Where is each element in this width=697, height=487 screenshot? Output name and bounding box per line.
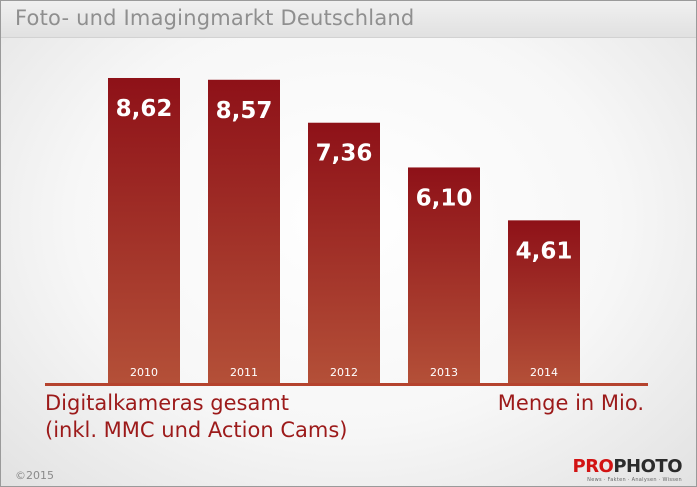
- logo-photo: PHOTO: [613, 456, 682, 477]
- bar-value-label: 8,57: [216, 98, 273, 124]
- bar-category-label: 2010: [130, 366, 158, 379]
- header-bar: Foto- und Imagingmarkt Deutschland: [1, 1, 696, 38]
- logo-tagline: News · Fakten · Analysen · Wissen: [587, 477, 682, 483]
- bar-value-label: 8,62: [116, 96, 173, 122]
- bar-category-label: 2011: [230, 366, 258, 379]
- bar-value-label: 4,61: [516, 238, 573, 264]
- bar-category-label: 2012: [330, 366, 358, 379]
- logo-pro: PRO: [572, 456, 614, 477]
- chart-baseline: [45, 383, 648, 386]
- bar-2014: [508, 220, 580, 384]
- unit-label: Menge in Mio.: [497, 391, 644, 415]
- bar-2010: [108, 77, 180, 385]
- prophoto-logo: PROPHOTO News · Fakten · Analysen · Wiss…: [573, 458, 683, 483]
- series-label-line2: (inkl. MMC und Action Cams): [45, 418, 348, 442]
- bar-2012: [308, 122, 380, 384]
- series-label-line1: Digitalkameras gesamt: [45, 391, 290, 415]
- bar-category-label: 2014: [530, 366, 558, 379]
- copyright-text: ©2015: [15, 469, 54, 482]
- chart-title: Foto- und Imagingmarkt Deutschland: [15, 6, 415, 30]
- series-label: Digitalkameras gesamt (inkl. MMC und Act…: [45, 390, 347, 444]
- bar-value-label: 6,10: [416, 185, 473, 211]
- bar-2011: [208, 79, 280, 384]
- bar-category-label: 2013: [430, 366, 458, 379]
- bar-value-label: 7,36: [316, 141, 373, 167]
- bar-2013: [408, 167, 480, 384]
